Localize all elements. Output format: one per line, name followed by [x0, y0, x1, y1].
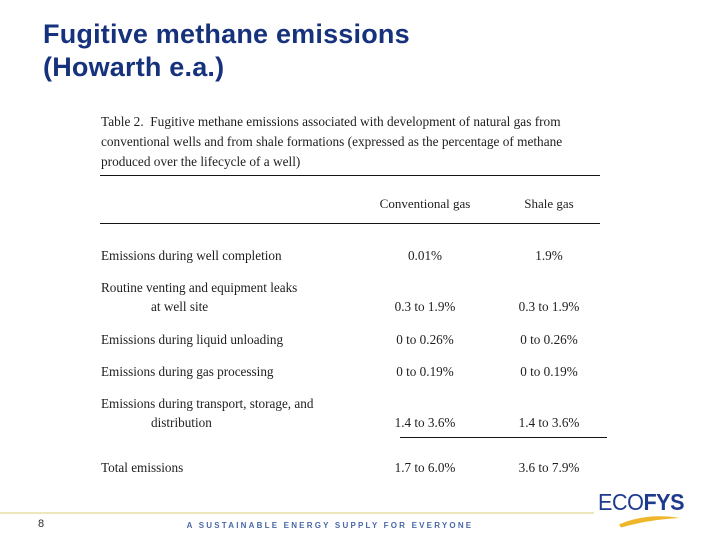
- page-number: 8: [38, 518, 45, 530]
- cell-conventional: 1.7 to 6.0%: [394, 460, 456, 475]
- cell-conventional: 0.01%: [407, 248, 443, 263]
- cell-shale: 1.9%: [535, 248, 563, 263]
- cell-conventional: 0.3 to 1.9%: [394, 299, 456, 314]
- table-scan: Table 2. Fugitive methane emissions asso…: [95, 108, 615, 486]
- table-row: Emissions during gas processing 0 to 0.1…: [95, 362, 615, 381]
- table-row: Emissions during well completion 0.01% 1…: [95, 246, 615, 265]
- column-header-shale: Shale gas: [524, 196, 574, 211]
- ecofys-logo-fys: FYS: [643, 489, 685, 515]
- cell-shale: 0 to 0.19%: [520, 364, 578, 379]
- row-label: Routine venting and equipment leaks at w…: [101, 280, 298, 314]
- slide-title: Fugitive methane emissions (Howarth e.a.…: [43, 19, 410, 82]
- cell-shale: 1.4 to 3.6%: [518, 415, 580, 430]
- row-label: Emissions during transport, storage, and…: [101, 396, 314, 430]
- cell-shale: 3.6 to 7.9%: [518, 460, 580, 475]
- row-label: Total emissions: [101, 460, 184, 475]
- table-rule-subtotal: [400, 437, 607, 438]
- cell-conventional: 1.4 to 3.6%: [394, 415, 456, 430]
- table-row: Emissions during liquid unloading 0 to 0…: [95, 330, 615, 349]
- yellow-swoosh-icon: [619, 516, 680, 528]
- ecofys-logo-eco: ECO: [598, 489, 644, 515]
- cell-shale: 0.3 to 1.9%: [518, 299, 580, 314]
- table-row: Emissions during transport, storage, and…: [95, 394, 615, 432]
- row-label: Emissions during liquid unloading: [101, 332, 284, 347]
- ecofys-logo: ECOFYS: [598, 490, 690, 534]
- cell-conventional: 0 to 0.19%: [396, 364, 454, 379]
- cell-conventional: 0 to 0.26%: [396, 332, 454, 347]
- footer-divider: [0, 512, 594, 514]
- row-label: Emissions during gas processing: [101, 364, 274, 379]
- table-row: Routine venting and equipment leaks at w…: [95, 278, 615, 316]
- table-rule-top: [100, 175, 600, 176]
- table-row: Total emissions 1.7 to 6.0% 3.6 to 7.9%: [95, 458, 615, 477]
- ecofys-logo-text: ECOFYS: [598, 489, 685, 515]
- row-label: Emissions during well completion: [101, 248, 282, 263]
- table-caption: Table 2. Fugitive methane emissions asso…: [101, 114, 563, 169]
- footer-tagline: A SUSTAINABLE ENERGY SUPPLY FOR EVERYONE: [186, 521, 474, 530]
- table-rule-header: [100, 223, 600, 224]
- cell-shale: 0 to 0.26%: [520, 332, 578, 347]
- table-header-row: Conventional gas Shale gas: [95, 194, 615, 213]
- column-header-conventional: Conventional gas: [379, 196, 471, 211]
